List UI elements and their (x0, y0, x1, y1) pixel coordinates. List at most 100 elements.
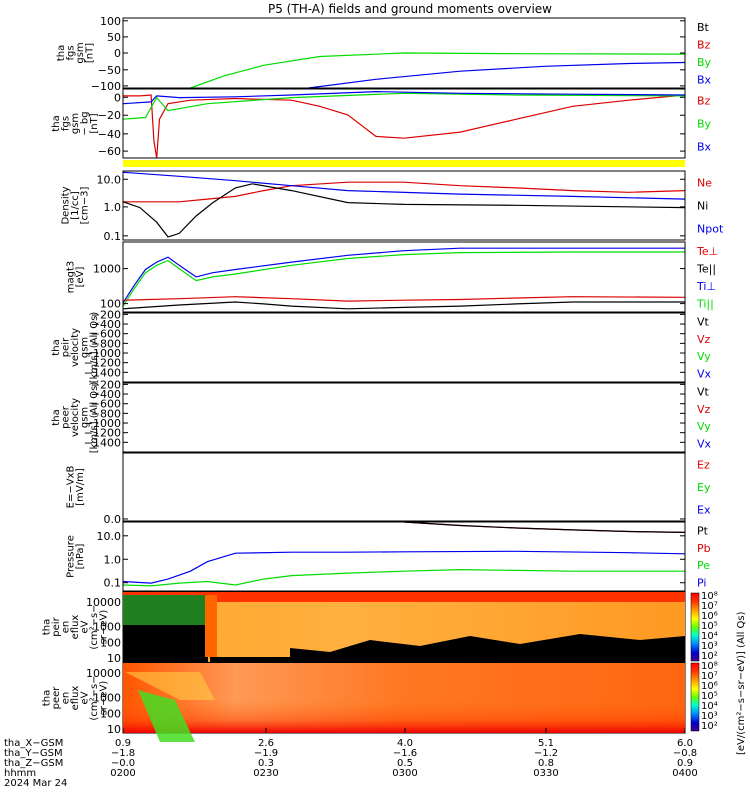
ylabel-p2: tha (51, 115, 62, 131)
ylabel-p5: peir (61, 337, 72, 357)
ylabel-p10: (cm²−s− (89, 675, 100, 720)
legend-p1-2: By (697, 56, 712, 69)
xaxis-row-3-value: 0330 (533, 768, 558, 779)
ylabel-p2: − bg (80, 111, 91, 135)
series-p2-Bz (123, 94, 686, 159)
panel-p5: −200−400−600−800−1000−1200−1400 thapeirve… (51, 308, 712, 383)
xaxis-row-1-value: −1.8 (111, 748, 135, 759)
ylabel-p4: magt3 (65, 261, 76, 294)
frame-p7 (122, 452, 686, 522)
ytick-label-p6: −1200 (84, 427, 121, 440)
ytick-label-p10: 10000 (86, 667, 121, 680)
legend-p8-3: Pi (697, 576, 706, 589)
heatmap-panel-1-body (123, 592, 685, 662)
ylabel-p9: peir (51, 616, 62, 636)
ylabel-p2: gsm (70, 113, 81, 134)
series-p1-Bx (308, 61, 686, 89)
frame-p2 (122, 88, 686, 159)
xaxis-row-label-2: tha_Z−GSM (4, 758, 63, 769)
xaxis-row-3-value: 0200 (110, 768, 135, 779)
panel-p7: 0.0 E=−VxB[mV/m] Ez Ey Ex (65, 452, 711, 526)
xaxis-row-3-value: 0300 (392, 768, 417, 779)
ytick-label-p5: −1200 (84, 357, 121, 370)
legend-p4-2: Ti⊥ (696, 280, 716, 293)
legend-p8-1: Pb (697, 542, 711, 555)
series-p8-Pt (403, 521, 686, 533)
panel-p3: 10.0 1.0 0.1 Density[1/cc][cm−3] Ne Ni Npot (61, 170, 724, 243)
colorbar-tick-bottom: 10⁷ (701, 671, 718, 682)
ytick-label-p2: −60 (98, 145, 121, 158)
ylabel-p10: sr−eV) (99, 681, 110, 716)
xaxis-row-1-value: −0.8 (673, 748, 697, 759)
legend-p6-1: Vz (697, 403, 711, 416)
xaxis-row-0-value: 4.0 (397, 738, 413, 749)
xaxis-row-2-value: −0.0 (111, 758, 135, 769)
colorbar-label: [eV/(cm²−s−sr−eV)] (All Qs) (736, 611, 747, 755)
colorbar-tick-top: 10⁶ (701, 611, 718, 622)
ylabel-p1: gsm (75, 42, 86, 63)
ytick-label-p5: −400 (91, 318, 121, 331)
legend-p1-3: Bx (697, 73, 712, 86)
ytick-label-p3: 0.1 (104, 230, 122, 243)
xaxis-row-2-value: 0.3 (258, 758, 274, 769)
xaxis-row-0-value: 2.6 (258, 738, 274, 749)
xaxis-row-2-value: 0.8 (538, 758, 554, 769)
ytick-label-p6: −400 (91, 388, 121, 401)
ylabel-p3: [cm−3] (80, 187, 91, 225)
heatmap-2-low-energy-band (123, 700, 685, 733)
series-p8-Pi (122, 550, 686, 584)
xaxis-row-label-3: hhmm (4, 768, 36, 779)
heatmap-1-top-band (123, 592, 685, 602)
ylabel-p5: gsm (80, 337, 91, 358)
ytick-label-p5: −1000 (84, 347, 121, 360)
legend-p6-3: Vx (697, 437, 712, 450)
ytick-label-p4: 1000 (93, 263, 121, 276)
legend-p3-0: Ne (697, 177, 712, 190)
ylabel-p4: [eV] (75, 267, 86, 288)
ytick-label-p8: 0.1 (104, 577, 122, 590)
ylabel-p7: [mV/m] (75, 468, 86, 506)
xaxis-row-2-value: 0.9 (677, 758, 693, 769)
ylabel-p9: tha (42, 619, 53, 635)
heatmap-1-plume (205, 595, 217, 657)
xaxis-row-label-1: tha_Y−GSM (4, 748, 63, 759)
legend-p4-3: Ti|| (696, 297, 714, 310)
ylabel-p6: gsm (80, 407, 91, 428)
legend-p5-2: Vy (697, 350, 711, 363)
legend-p2-0: Bz (697, 95, 711, 108)
ylabel-p3: [1/cc] (70, 191, 81, 220)
legend-p2-1: By (697, 118, 712, 131)
ylabel-p9: en (61, 621, 72, 634)
ylabel-p6: [km/s] (All Qs) (89, 382, 100, 454)
status-bar-yellow (123, 160, 685, 167)
frame-p5 (122, 312, 686, 383)
heatmap-1-bottom-band (210, 657, 290, 662)
ytick-label-p7: 0.0 (104, 513, 122, 526)
ylabel-p10: eV (80, 691, 91, 704)
panel-p4: 1000 100 magt3[eV] Te⊥ Te|| Ti⊥ Ti|| (65, 241, 718, 313)
ylabel-p6: velocity (70, 398, 81, 437)
ylabel-p10: tha (42, 690, 53, 706)
legend-p5-1: Vz (697, 333, 711, 346)
legend-p6-2: Vy (697, 420, 711, 433)
xaxis-row-0-value: 5.1 (538, 738, 554, 749)
ylabel-p8: [nPa] (75, 543, 86, 569)
ylabel-p6: peer (61, 405, 72, 429)
xaxis-row-3-value: 0230 (253, 768, 278, 779)
legend-p5-0: Vt (697, 316, 710, 329)
legend-p5-3: Vx (697, 367, 712, 380)
ytick-label-p1: 50 (107, 31, 121, 44)
ylabel-p10: peer (51, 686, 62, 710)
series-p8-Pb (403, 521, 686, 533)
ylabel-p3: Density (61, 186, 72, 224)
legend-p7-1: Ey (697, 481, 711, 494)
ytick-label-p1: −100 (91, 80, 121, 93)
legend-p7-0: Ez (697, 458, 710, 471)
ylabel-p9: eV (80, 620, 91, 633)
ylabel-p10: en (61, 692, 72, 705)
ytick-label-p6: −200 (91, 378, 121, 391)
ylabel-p9: sr−eV) (99, 610, 110, 645)
legend-p4-0: Te⊥ (696, 245, 718, 258)
ytick-label-p5: −600 (91, 328, 121, 341)
